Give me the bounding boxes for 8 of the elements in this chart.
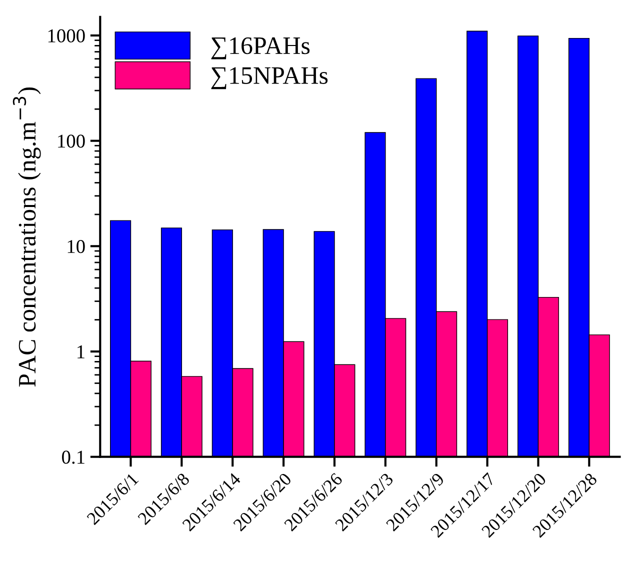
y-tick-label: 100 xyxy=(58,134,85,148)
y-tick-label: 0.1 xyxy=(62,450,84,464)
y-tick-label: 10 xyxy=(68,240,85,254)
y-tick-label: 1000 xyxy=(48,29,85,42)
legend-label: ∑15NPAHs xyxy=(211,67,328,90)
y-tick-label: 1 xyxy=(78,345,84,358)
y-axis-title: PAC concentrations (ng.m$^{−3}$) xyxy=(12,88,41,387)
legend-label: ∑16PAHs xyxy=(211,37,310,60)
